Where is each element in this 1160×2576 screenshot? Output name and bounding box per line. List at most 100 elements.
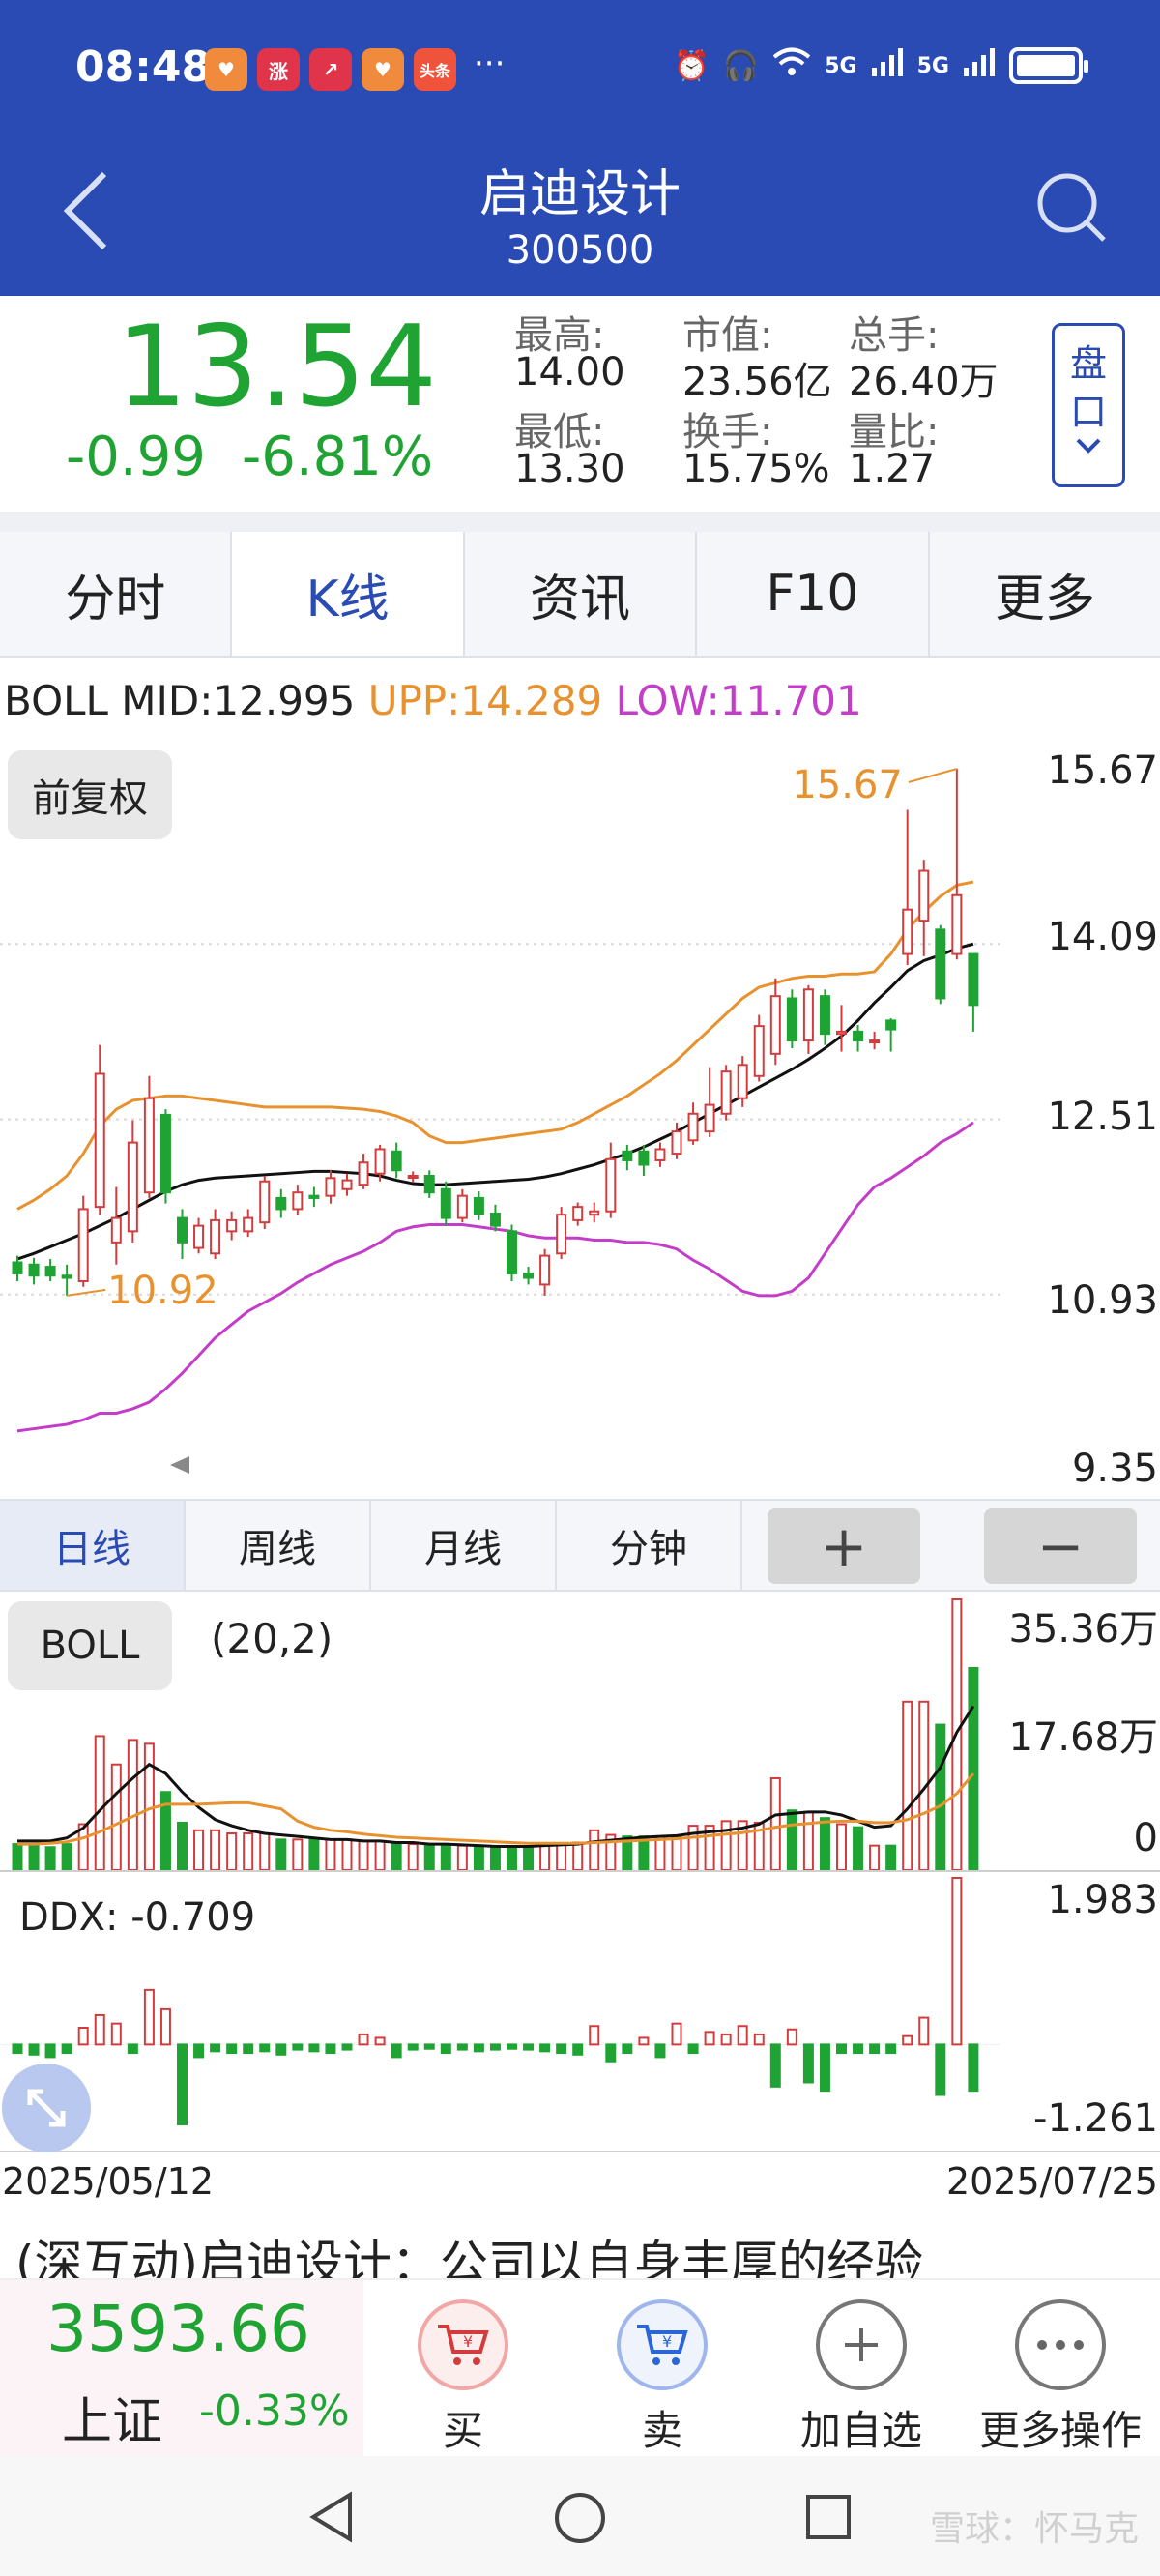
adjust-mode-button[interactable]: 前复权 [8, 750, 172, 839]
volume-bar [94, 1735, 105, 1871]
volume-bar [507, 1846, 517, 1872]
candle-body [374, 1148, 386, 1175]
period-tab-monthly[interactable]: 月线 [371, 1501, 557, 1590]
sell-cart-icon: ¥ [617, 2299, 708, 2390]
volume-bar [836, 1823, 847, 1872]
candle-body [358, 1161, 369, 1186]
arrow-app-icon: ↗ [309, 48, 352, 91]
boll-upper-line [16, 880, 974, 1211]
volume-bar [243, 1831, 254, 1871]
scroll-left-marker [170, 1456, 189, 1474]
add-watchlist-label: 加自选 [799, 2407, 922, 2454]
ddx-bar [210, 2043, 221, 2053]
zoom-out-button[interactable]: − [984, 1508, 1137, 1584]
volume-chart [0, 1598, 1160, 1872]
candle-body [605, 1157, 617, 1213]
ddx-bar [341, 2043, 353, 2051]
tab-more[interactable]: 更多 [929, 532, 1160, 656]
ddx-bar [687, 2043, 699, 2055]
high-label: 最高: [514, 313, 605, 358]
candle-body [243, 1216, 254, 1233]
headphones-icon: 🎧 [722, 48, 760, 83]
volume-bar [407, 1843, 419, 1872]
more-operations-button[interactable]: 更多操作 [961, 2280, 1160, 2458]
tab-news[interactable]: 资讯 [464, 532, 698, 656]
ddx-bar [935, 2043, 946, 2096]
period-tab-minute[interactable]: 分钟 [557, 1501, 742, 1590]
ddx-bar [160, 2007, 171, 2046]
detail-tabs: 分时 K线 资讯 F10 更多 [0, 532, 1160, 658]
volume-bar [456, 1844, 468, 1872]
volume-bar [374, 1839, 386, 1872]
volume-bar [325, 1838, 336, 1872]
candle-body [94, 1072, 105, 1209]
candle-body [802, 988, 814, 1042]
volume-bar [391, 1843, 402, 1872]
tab-f10[interactable]: F10 [697, 532, 930, 656]
signal-5g-label: 5G [825, 53, 857, 78]
candle-body [292, 1191, 304, 1211]
zhang-app-icon: 涨 [257, 48, 300, 91]
volume-bar [210, 1829, 221, 1872]
ddx-bar [94, 2013, 105, 2046]
ddx-bar [177, 2043, 188, 2125]
fullscreen-button[interactable] [2, 2064, 91, 2152]
sell-button[interactable]: ¥ 卖 [563, 2280, 762, 2458]
kline-chart[interactable]: 15.67 10.92 [0, 696, 1160, 1499]
ddx-bar [704, 2031, 715, 2046]
nav-home-icon[interactable] [553, 2491, 607, 2545]
volume-bar [12, 1843, 23, 1872]
header [0, 0, 1160, 296]
candle-body [77, 1208, 89, 1282]
nav-back-icon[interactable] [307, 2491, 356, 2543]
back-arrow-icon[interactable] [62, 170, 110, 255]
ddx-bar [110, 2022, 122, 2046]
volume-bar [276, 1838, 287, 1872]
buy-button[interactable]: ¥ 买 [363, 2280, 563, 2458]
news-headline-text: (深互动)启迪设计：公司以自身丰厚的经验 [15, 2236, 924, 2278]
date-start: 2025/05/12 [2, 2160, 215, 2203]
tab-time-share[interactable]: 分时 [0, 532, 233, 656]
volume-bar [177, 1821, 188, 1872]
nav-recents-icon[interactable] [804, 2493, 853, 2541]
period-tab-daily[interactable]: 日线 [0, 1501, 186, 1590]
svg-text:¥: ¥ [463, 2332, 473, 2351]
ddx-bar [853, 2043, 864, 2055]
zoom-in-button[interactable]: + [768, 1508, 920, 1584]
candle-body [12, 1261, 23, 1274]
price-axis-label: 9.35 [1071, 1447, 1158, 1491]
sell-label: 卖 [641, 2407, 682, 2454]
volume-bar [523, 1846, 535, 1872]
volume-bar [489, 1846, 501, 1872]
notification-app-icons: ♥ 涨 ↗ ♥ 头条 [205, 48, 456, 91]
market-index[interactable]: 3593.66 上证 -0.33% [0, 2280, 363, 2458]
search-icon[interactable] [1034, 170, 1108, 248]
tab-kline[interactable]: K线 [232, 532, 465, 656]
candle-body [160, 1113, 171, 1194]
ddx-label: DDX: -0.709 [19, 1895, 256, 1940]
volume-bar [193, 1829, 205, 1872]
ddx-bar [28, 2043, 40, 2056]
candle-body [786, 997, 798, 1042]
candle-body [968, 952, 979, 1007]
period-tab-weekly[interactable]: 周线 [186, 1501, 371, 1590]
volume-bar [935, 1723, 946, 1871]
ddx-bar [456, 2043, 468, 2051]
index-value: 3593.66 [46, 2292, 310, 2366]
buy-label: 买 [442, 2407, 483, 2454]
more-operations-label: 更多操作 [978, 2407, 1142, 2454]
volume-bar [110, 1763, 122, 1871]
candle-body [819, 995, 830, 1036]
ddx-bar [951, 1877, 963, 2046]
ddx-bar [292, 2043, 304, 2051]
indicator-button[interactable]: BOLL [8, 1601, 172, 1690]
candle-body [836, 1030, 847, 1036]
add-watchlist-button[interactable]: 加自选 [762, 2280, 961, 2458]
news-headline[interactable]: (深互动)启迪设计：公司以自身丰厚的经验 [0, 2220, 1160, 2278]
volume-value: 26.40万 [849, 360, 999, 404]
volume-bar [440, 1843, 451, 1872]
order-book-button[interactable]: 盘 口 [1052, 323, 1125, 487]
volume-label: 总手: [849, 313, 940, 358]
ddx-chart [0, 1877, 1160, 2152]
